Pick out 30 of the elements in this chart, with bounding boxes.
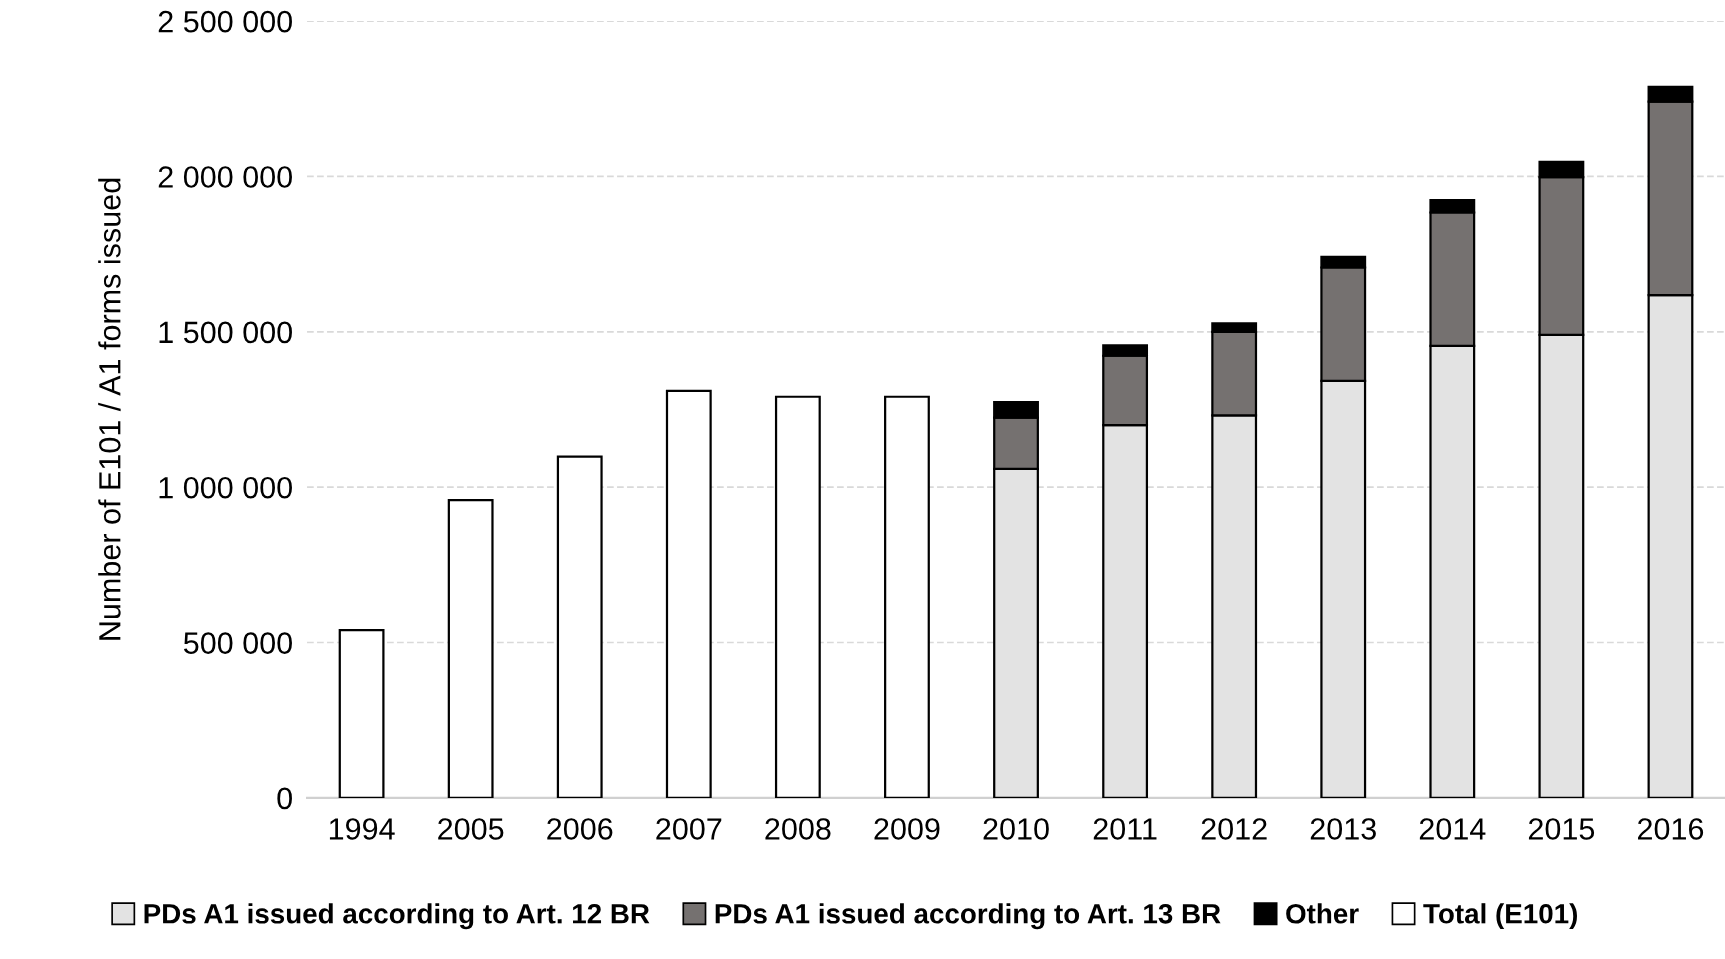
x-tick-label: 2013 xyxy=(1310,818,1376,840)
y-tick-label: 2 500 000 xyxy=(158,10,292,33)
y-axis-title: Number of E101 / A1 forms issued xyxy=(98,178,121,640)
x-tick-label: 2009 xyxy=(874,818,940,840)
y-tick-label: 0 xyxy=(277,787,292,810)
x-tick-label: 2012 xyxy=(1201,818,1267,840)
y-tick-label: 1 500 000 xyxy=(159,321,292,344)
x-tick-label: 2007 xyxy=(656,818,722,840)
bar xyxy=(556,455,603,798)
legend-label: Total (E101) xyxy=(1423,903,1577,930)
x-tick-label: 2010 xyxy=(983,818,1049,840)
x-tick-label: 2006 xyxy=(547,818,613,840)
bar xyxy=(338,628,385,798)
x-tick-label: 2008 xyxy=(765,818,831,840)
y-tick-label: 1 000 000 xyxy=(159,476,292,499)
bar xyxy=(665,389,712,798)
x-tick-label: 2005 xyxy=(438,818,504,840)
bar xyxy=(774,395,821,798)
y-tick-label: 2 000 000 xyxy=(158,166,292,188)
bar xyxy=(447,499,494,798)
x-tick-label: 2015 xyxy=(1528,818,1595,840)
x-tick-label: 2014 xyxy=(1419,818,1486,840)
legend-label: Other xyxy=(1286,903,1359,924)
x-tick-label: 2011 xyxy=(1093,818,1157,840)
x-tick-label: 2016 xyxy=(1638,818,1704,840)
legend-label: PDs A1 issued according to Art. 12 BR xyxy=(144,903,650,930)
y-tick-label: 500 000 xyxy=(183,632,292,654)
bar xyxy=(884,395,930,798)
x-tick-label: 1994 xyxy=(329,818,395,840)
legend-label: PDs A1 issued according to Art. 13 BR xyxy=(715,903,1221,930)
